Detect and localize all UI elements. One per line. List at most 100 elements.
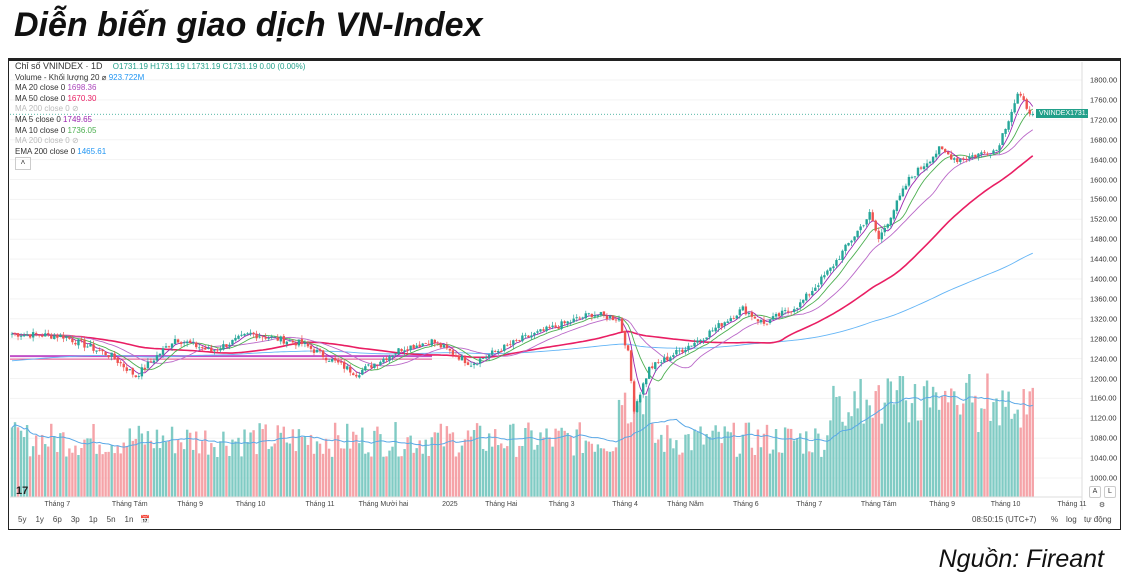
volume-bar	[294, 451, 298, 497]
volume-bar	[379, 434, 382, 497]
volume-bar	[729, 432, 732, 497]
candle-body	[306, 343, 310, 347]
volume-bar	[672, 448, 675, 497]
candle-body	[161, 348, 165, 355]
volume-bar	[376, 426, 379, 497]
log-scale-button[interactable]: L	[1104, 486, 1116, 498]
candle-body	[880, 232, 883, 240]
volume-bar	[210, 443, 213, 497]
volume-bar	[844, 425, 847, 497]
volume-bar	[862, 423, 865, 497]
hidden-eye-icon[interactable]: ⊘	[71, 136, 79, 146]
candle-body	[771, 316, 775, 320]
volume-bar	[651, 423, 654, 497]
log-toggle[interactable]: log	[1066, 515, 1077, 524]
volume-bar	[859, 379, 862, 497]
auto-toggle[interactable]: tự động	[1084, 515, 1112, 524]
hidden-eye-icon[interactable]: ⊘	[71, 104, 79, 114]
candle-body	[632, 381, 636, 412]
candle-body	[430, 339, 433, 346]
range-button-1n[interactable]: 1n	[124, 515, 134, 524]
auto-scale-button[interactable]: A	[1089, 486, 1101, 498]
candle-body	[587, 313, 591, 315]
candle-body	[638, 394, 642, 403]
percent-toggle[interactable]: %	[1051, 515, 1059, 524]
candle-body	[947, 151, 950, 155]
volume-bar	[110, 445, 113, 497]
candle-body	[844, 244, 847, 252]
candle-body	[324, 357, 328, 361]
volume-bar	[847, 412, 850, 497]
volume-bar	[478, 425, 482, 497]
settings-icon[interactable]: ⚙	[1098, 502, 1106, 509]
candle-body	[871, 212, 874, 221]
volume-bar	[176, 439, 180, 497]
candle-body	[608, 315, 612, 319]
volume-bar	[161, 435, 165, 497]
volume-bar	[303, 436, 307, 497]
ma10-label: MA 10 close 0	[15, 125, 66, 135]
range-button-5y[interactable]: 5y	[18, 515, 27, 524]
candle-body	[258, 336, 261, 338]
candle-body	[436, 342, 440, 344]
candle-body	[478, 358, 482, 364]
page-title: Diễn biến giao dịch VN-Index	[14, 6, 483, 44]
ema200-label: EMA 200 close 0	[15, 146, 76, 156]
candle-body	[814, 287, 817, 291]
candle-body	[249, 332, 252, 334]
range-button-1p[interactable]: 1p	[88, 515, 98, 524]
candle-body	[364, 366, 367, 371]
candle-body	[343, 361, 346, 369]
volume-bar	[358, 443, 361, 497]
ma50-label: MA 50 close 0	[15, 93, 66, 103]
volume-bar	[708, 436, 711, 497]
range-button-5n[interactable]: 5n	[106, 515, 116, 524]
volume-bar	[578, 422, 581, 497]
range-button-6p[interactable]: 6p	[52, 515, 62, 524]
candle-body	[823, 275, 826, 278]
volume-bar	[950, 388, 953, 497]
volume-bar	[720, 443, 723, 497]
candle-body	[641, 383, 645, 395]
candle-body	[355, 374, 358, 377]
candle-body	[125, 367, 128, 371]
volume-bar	[204, 430, 207, 497]
candle-body	[602, 311, 606, 315]
range-button-1y[interactable]: 1y	[35, 515, 44, 524]
candle-body	[86, 346, 89, 348]
candle-body	[877, 230, 880, 240]
volume-bar	[684, 434, 687, 497]
volume-bar	[539, 432, 542, 497]
volume-bar	[92, 423, 95, 497]
volume-bar	[554, 428, 557, 497]
range-button-3p[interactable]: 3p	[70, 515, 80, 524]
candle-body	[382, 358, 385, 363]
candle-body	[648, 366, 651, 379]
x-tick-label: Tháng 11	[1057, 501, 1087, 508]
volume-bar	[675, 440, 678, 497]
candle-body	[53, 335, 56, 340]
volume-bar	[687, 434, 690, 497]
candle-body	[723, 322, 726, 326]
volume-bar	[10, 427, 14, 497]
candle-body	[765, 323, 769, 325]
y-tick-label: 1760.00	[1090, 95, 1118, 105]
volume-bar	[542, 437, 545, 497]
candle-body	[10, 333, 14, 335]
candle-body	[409, 345, 412, 351]
candle-body	[895, 200, 899, 211]
candle-body	[959, 158, 962, 162]
candle-body	[554, 325, 557, 328]
candle-body	[216, 349, 219, 351]
volume-bar	[877, 385, 880, 497]
volume-bar	[312, 453, 316, 497]
collapse-legend-button[interactable]: ˄	[15, 157, 31, 170]
candle-body	[611, 315, 615, 321]
candle-body	[572, 318, 575, 323]
candle-body	[735, 315, 738, 319]
volume-bar	[300, 436, 304, 497]
x-tick-label: Tháng 9	[177, 501, 204, 508]
volume-bar	[451, 432, 455, 497]
calendar-icon[interactable]: 📅	[140, 515, 150, 524]
